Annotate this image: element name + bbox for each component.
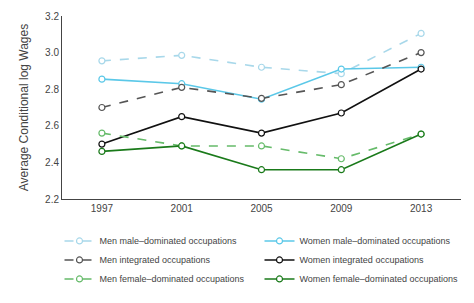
svg-text:2009: 2009 [330, 203, 353, 214]
svg-text:2.8: 2.8 [45, 84, 59, 95]
svg-text:Men female–dominated occupatio: Men female–dominated occupations [100, 274, 245, 284]
svg-text:2.2: 2.2 [45, 194, 59, 205]
svg-text:Men integrated occupations: Men integrated occupations [100, 255, 211, 265]
svg-text:2.6: 2.6 [45, 120, 59, 131]
svg-text:Men male–dominated occupations: Men male–dominated occupations [100, 236, 238, 246]
svg-text:Average Conditional log Wages: Average Conditional log Wages [17, 24, 31, 191]
svg-text:3.2: 3.2 [45, 11, 59, 22]
svg-text:Women integrated occupations: Women integrated occupations [300, 255, 424, 265]
svg-text:2001: 2001 [171, 203, 194, 214]
svg-text:Women male–dominated occupatio: Women male–dominated occupations [300, 236, 451, 246]
svg-text:2.4: 2.4 [45, 157, 59, 168]
svg-text:2013: 2013 [410, 203, 433, 214]
svg-text:1997: 1997 [91, 203, 114, 214]
svg-text:2005: 2005 [250, 203, 273, 214]
svg-text:3.0: 3.0 [45, 47, 59, 58]
svg-text:Women female–dominated occupat: Women female–dominated occupations [300, 274, 458, 284]
